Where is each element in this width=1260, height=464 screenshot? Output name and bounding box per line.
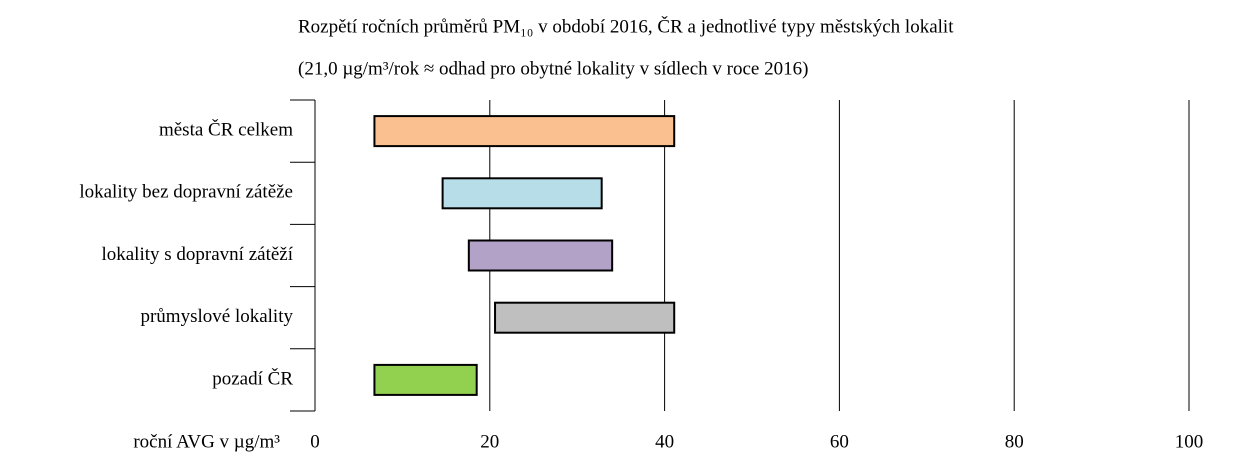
x-tick-label: 60 xyxy=(830,431,849,452)
y-tick-label: lokality bez dopravní zátěže xyxy=(79,182,293,203)
y-tick-label: pozadí ČR xyxy=(212,367,293,389)
x-axis-label: roční AVG v µg/m³ xyxy=(133,431,280,452)
bar xyxy=(441,177,603,210)
x-tick-label: 100 xyxy=(1175,431,1204,452)
chart-subtitle: (21,0 µg/m³/rok ≈ odhad pro obytné lokal… xyxy=(298,58,808,79)
bar xyxy=(494,301,676,334)
bar xyxy=(467,239,614,272)
x-tick-label: 80 xyxy=(1005,431,1024,452)
bar xyxy=(373,115,676,148)
x-tick-label: 20 xyxy=(480,431,499,452)
y-tick-label: města ČR celkem xyxy=(159,118,293,140)
y-tick-label: průmyslové lokality xyxy=(140,306,293,327)
x-tick-label: 40 xyxy=(655,431,674,452)
y-tick-label: lokality s dopravní zátěží xyxy=(101,244,293,265)
bar xyxy=(373,363,478,396)
x-tick-label: 0 xyxy=(310,431,320,452)
chart-title: Rozpětí ročních průměrů PM₁₀ v období 20… xyxy=(298,15,954,37)
